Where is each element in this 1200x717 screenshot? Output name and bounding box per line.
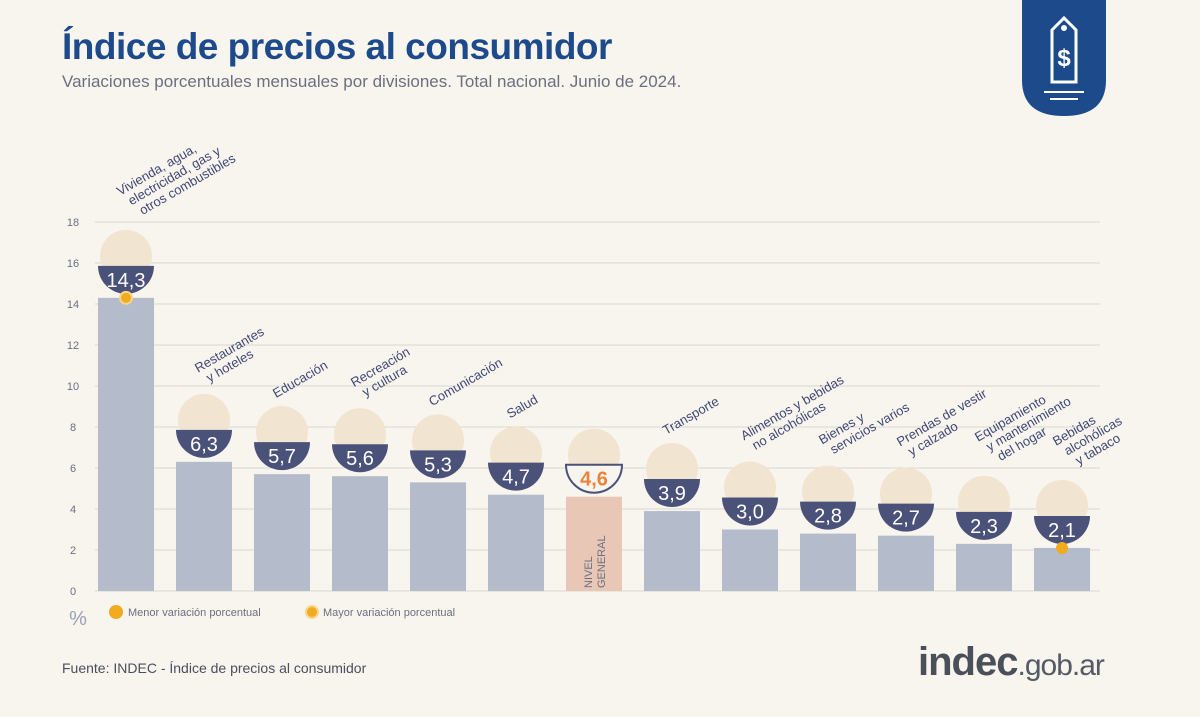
category-label: Comunicación (426, 355, 505, 409)
value-badge (722, 497, 778, 526)
value-badge (878, 503, 934, 532)
bar (488, 494, 544, 591)
y-tick-label: 0 (70, 586, 76, 598)
bar-group: 5,6 Recreacióny cultura (332, 344, 419, 591)
bar-group: 2,8 Bienes yservicios varios (800, 387, 912, 591)
data-label: 3,0 (736, 502, 764, 524)
y-axis-label: % (69, 608, 87, 630)
data-label: 4,6 (580, 469, 608, 491)
bar (1034, 547, 1090, 591)
value-badge (800, 501, 856, 530)
value-badge (488, 462, 544, 491)
y-tick-label: 18 (67, 217, 79, 229)
bar (98, 297, 154, 591)
source-note: Fuente: INDEC - Índice de precios al con… (62, 660, 367, 676)
category-label: Recreacióny cultura (348, 344, 419, 402)
y-tick-label: 4 (70, 504, 76, 516)
category-label-line: Educación (270, 357, 330, 400)
data-label: 5,7 (268, 446, 296, 468)
general-bar-label: NIVELGENERAL (583, 535, 608, 588)
value-badge (644, 479, 700, 508)
category-label-line: Transporte (660, 393, 722, 437)
y-tick-label: 8 (70, 422, 76, 434)
bar-group: 5,7 Educación (254, 357, 330, 591)
y-tick-label: 14 (67, 299, 79, 311)
category-label: Restaurantesy hoteles (192, 324, 274, 388)
data-label: 5,3 (424, 454, 452, 476)
svg-text:$: $ (1057, 45, 1071, 72)
bar (800, 533, 856, 591)
data-label: 2,3 (970, 516, 998, 538)
bar (878, 535, 934, 591)
general-bar-label-line: NIVEL (583, 556, 595, 588)
max-marker (119, 290, 133, 305)
page-title: Índice de precios al consumidor (62, 26, 612, 67)
data-label: 5,6 (346, 448, 374, 470)
bar (722, 529, 778, 591)
bar-group: 4,7 Salud (488, 392, 544, 591)
y-tick-label: 6 (70, 463, 76, 475)
bar (644, 511, 700, 591)
bar (332, 476, 388, 591)
category-label: Salud (504, 392, 540, 422)
value-badge (176, 429, 232, 458)
bar-group: 3,9 Transporte (644, 393, 722, 591)
value-badge (1034, 515, 1090, 544)
legend-max-marker (305, 605, 319, 619)
value-badge (254, 442, 310, 471)
price-tag-dollar-icon: $ (1022, 0, 1106, 116)
value-badge (564, 463, 624, 494)
value-badge (956, 511, 1012, 540)
general-bar-label-line: GENERAL (596, 535, 608, 588)
category-label: Equipamientoy mantenimientodel hogar (972, 381, 1080, 468)
category-label: Prendas de vestiry calzado (894, 385, 997, 461)
bar-group: 14,3 Vivienda, agua,electricidad, gas yot… (98, 126, 238, 591)
bar (176, 461, 232, 591)
category-label: Transporte (660, 393, 722, 437)
data-label: 3,9 (658, 483, 686, 505)
legend-max-label: Mayor variación porcentual (323, 607, 455, 619)
brand-logo: indec.gob.ar (918, 640, 1105, 685)
value-badge (332, 444, 388, 473)
data-label: 4,7 (502, 467, 530, 489)
legend-min-label: Menor variación porcentual (128, 607, 261, 619)
category-label-line: Salud (504, 392, 540, 422)
category-label: Vivienda, agua,electricidad, gas yotros … (114, 126, 238, 223)
min-marker (1056, 541, 1068, 554)
data-label: 2,1 (1048, 520, 1076, 542)
y-tick-label: 16 (67, 258, 79, 270)
category-label: Educación (270, 357, 330, 400)
category-label-line: Comunicación (426, 355, 505, 409)
data-label: 14,3 (107, 270, 146, 292)
bar (410, 482, 466, 591)
bar (956, 543, 1012, 591)
value-badge (98, 265, 154, 294)
y-tick-label: 12 (67, 340, 79, 352)
legend-min-marker (109, 605, 123, 619)
y-tick-label: 10 (67, 381, 79, 393)
bar-group: 4,6 NIVELGENERAL (564, 428, 624, 591)
y-tick-label: 2 (70, 545, 76, 557)
page-subtitle: Variaciones porcentuales mensuales por d… (62, 72, 682, 91)
bar (254, 474, 310, 591)
data-label: 2,7 (892, 508, 920, 530)
value-badge (410, 450, 466, 479)
brand-main: indec (918, 640, 1018, 684)
bar (566, 496, 622, 591)
brand-suffix: .gob.ar (1017, 649, 1104, 682)
data-label: 6,3 (190, 434, 218, 456)
data-label: 2,8 (814, 506, 842, 528)
category-label: Bienes yservicios varios (816, 387, 912, 459)
